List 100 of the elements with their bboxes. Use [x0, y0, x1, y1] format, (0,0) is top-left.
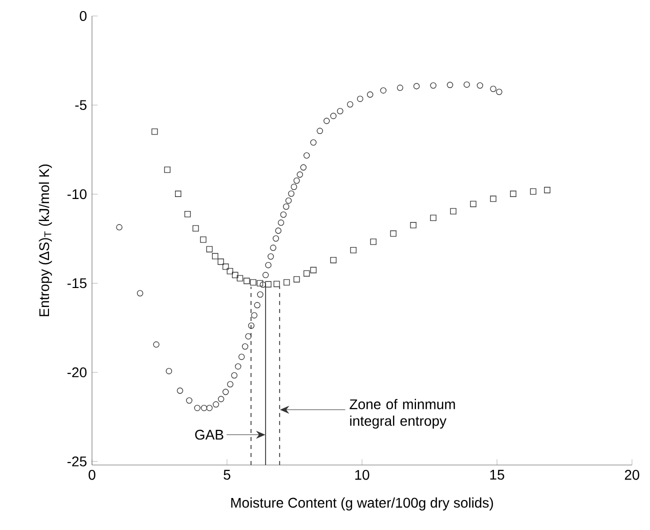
point	[234, 363, 242, 370]
x-tick-label: 5	[224, 470, 230, 480]
point	[496, 88, 502, 96]
point	[136, 290, 144, 296]
point	[254, 302, 260, 308]
point	[268, 253, 274, 260]
point	[186, 397, 192, 404]
point	[396, 84, 404, 91]
point	[285, 197, 292, 204]
x-tick-label: 15	[490, 470, 504, 480]
y-tick-label: -5	[75, 100, 86, 110]
point	[256, 280, 264, 286]
point	[310, 266, 317, 274]
point	[430, 82, 436, 89]
point	[280, 212, 287, 218]
point	[194, 404, 200, 412]
point	[413, 83, 420, 90]
point	[218, 258, 224, 265]
point	[275, 228, 282, 234]
point	[222, 388, 229, 396]
point	[200, 236, 206, 243]
point	[336, 108, 344, 114]
point	[212, 401, 220, 408]
point	[206, 404, 213, 412]
point	[464, 81, 470, 88]
point	[176, 388, 184, 394]
point	[248, 322, 254, 329]
point	[296, 171, 304, 178]
point	[370, 238, 376, 245]
point	[330, 112, 337, 120]
point	[153, 341, 160, 348]
point	[283, 204, 290, 210]
point	[218, 396, 224, 402]
point	[530, 188, 536, 195]
x-tick-label: 10	[355, 470, 370, 480]
point	[356, 96, 364, 102]
point	[470, 200, 476, 208]
point	[184, 210, 191, 218]
point	[290, 184, 298, 190]
point	[446, 82, 454, 88]
point	[152, 128, 158, 135]
point	[262, 272, 269, 278]
y-tick-label: -20	[67, 367, 87, 378]
point	[390, 230, 396, 237]
point	[164, 166, 170, 173]
point	[274, 280, 280, 288]
point	[294, 177, 300, 184]
point	[227, 381, 234, 388]
point	[410, 222, 416, 228]
x-tick-label: 0	[88, 470, 96, 480]
annotation: Zone of minmum integral entropy	[350, 398, 455, 429]
point	[476, 82, 484, 89]
point	[236, 275, 244, 282]
y-tick-label: -25	[67, 456, 86, 466]
point	[366, 91, 374, 98]
point	[257, 291, 264, 298]
y-tick-label: -10	[67, 189, 87, 200]
x-axis-title: Moisture Content (g water/100g dry solids)	[231, 497, 493, 510]
point	[245, 333, 252, 340]
point	[265, 262, 272, 268]
point	[490, 196, 496, 202]
point	[272, 235, 280, 242]
x-tick-label: 20	[624, 470, 640, 480]
point	[324, 118, 330, 124]
point	[238, 354, 245, 360]
point	[232, 272, 238, 278]
point	[304, 270, 310, 277]
point	[192, 225, 199, 232]
y-axis-title: Entropy (ΔS)$_{T}$ (kJ/mol K)	[38, 164, 52, 316]
point	[226, 268, 234, 274]
point	[270, 244, 276, 251]
point	[250, 279, 256, 286]
point	[288, 190, 294, 197]
point	[310, 139, 317, 146]
point	[450, 208, 456, 214]
point	[544, 186, 550, 194]
point	[346, 101, 354, 108]
point	[242, 343, 248, 350]
point	[430, 214, 436, 221]
point	[244, 278, 250, 284]
point	[200, 404, 208, 412]
point	[510, 190, 516, 197]
point	[206, 246, 213, 252]
point	[294, 276, 300, 282]
point	[490, 86, 496, 92]
point	[278, 220, 284, 226]
point	[380, 87, 386, 94]
point	[304, 152, 310, 159]
point	[222, 264, 229, 270]
point	[316, 128, 324, 134]
point	[231, 372, 238, 378]
point	[284, 279, 290, 286]
point	[212, 253, 218, 260]
y-tick-label: -15	[67, 278, 86, 288]
point	[350, 246, 356, 254]
y-tick-label: 0	[80, 11, 87, 21]
point	[300, 164, 307, 171]
point	[251, 312, 258, 318]
point	[166, 368, 172, 374]
point	[175, 190, 182, 197]
